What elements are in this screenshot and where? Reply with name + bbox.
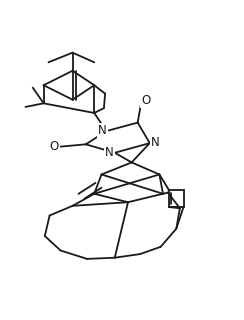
Text: N: N bbox=[151, 136, 159, 149]
Text: O: O bbox=[141, 94, 150, 108]
Text: O: O bbox=[49, 140, 59, 153]
Text: N: N bbox=[105, 146, 114, 158]
Text: N: N bbox=[98, 124, 107, 137]
